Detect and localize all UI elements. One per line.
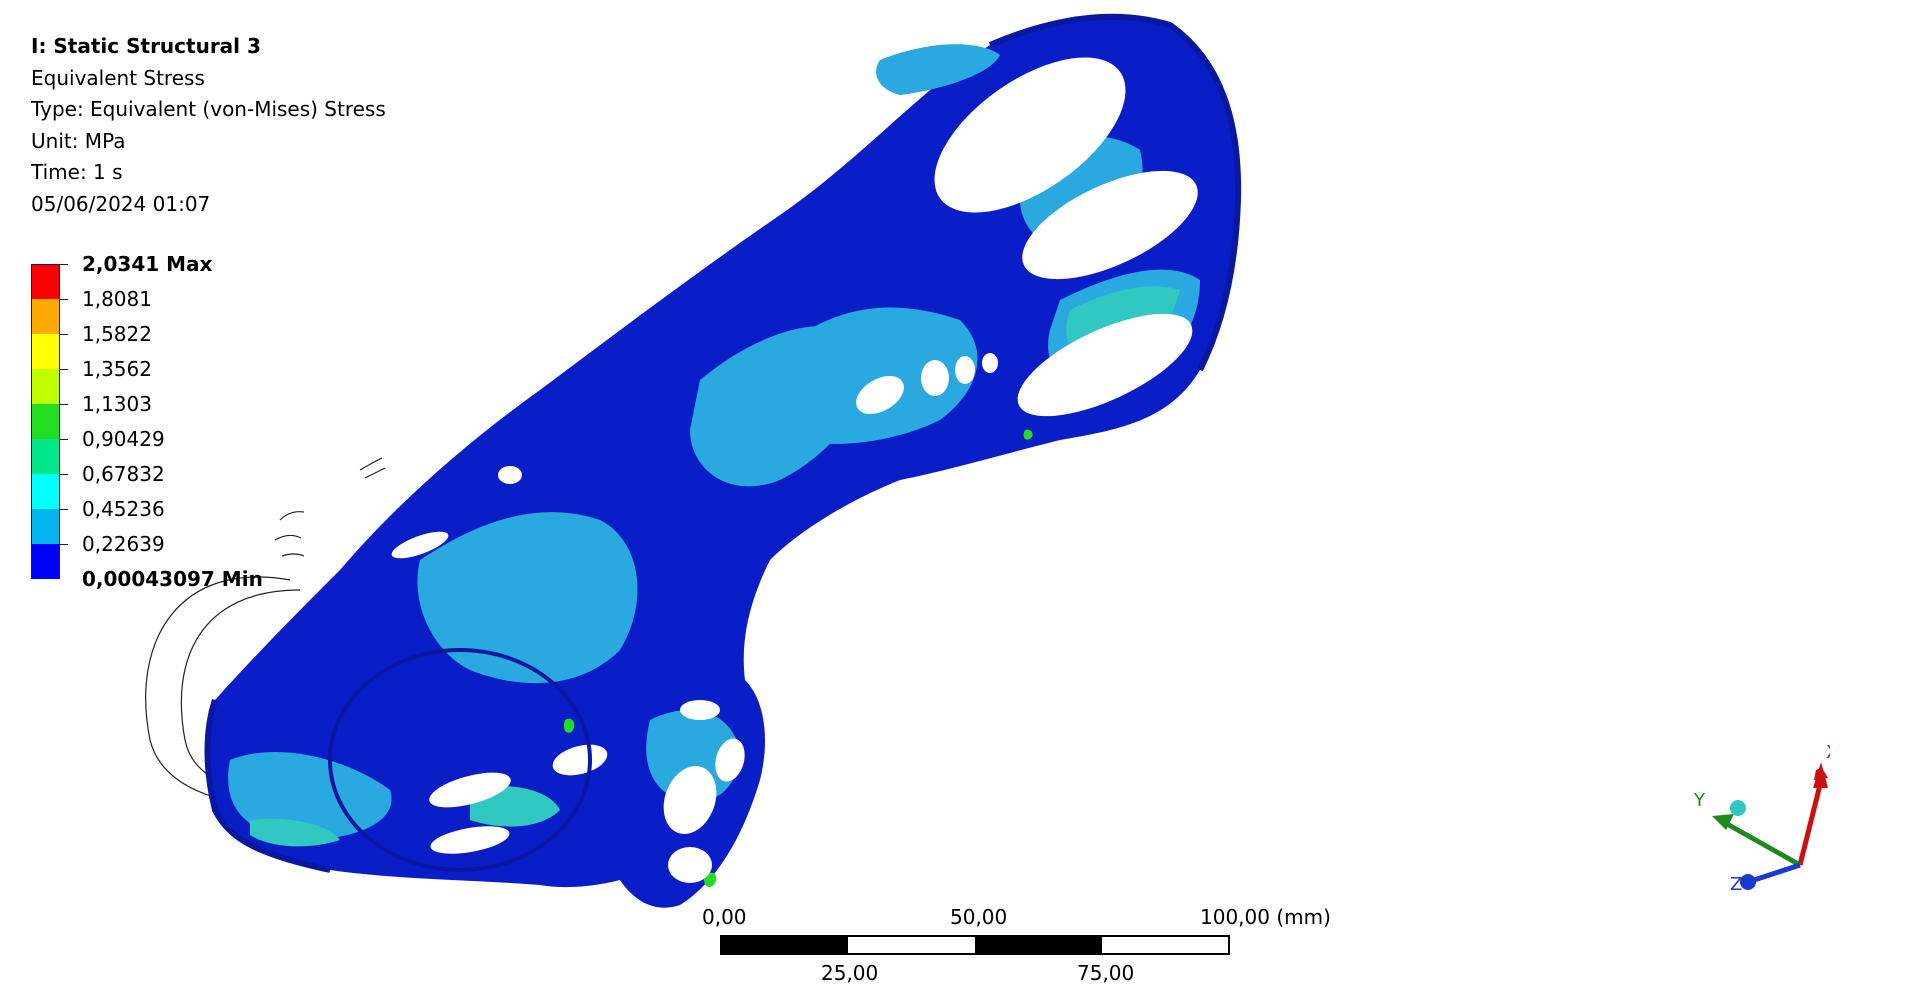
result-date: 05/06/2024 01:07 [31, 191, 211, 216]
legend-label: 0,22639 [82, 532, 165, 556]
scale-seg-4 [1102, 937, 1228, 953]
x-axis-line [1797, 784, 1823, 866]
legend-tick [60, 544, 68, 545]
z-axis-label: Z [1730, 874, 1742, 895]
y-axis-label: Y [1693, 790, 1706, 811]
lattice-openings [391, 57, 1198, 883]
legend-swatch[interactable] [31, 509, 60, 544]
legend-tick [60, 404, 68, 405]
legend-swatch[interactable] [31, 264, 60, 299]
scale-seg-2 [848, 937, 975, 953]
legend-label: 0,45236 [82, 497, 165, 521]
scale-seg-1 [722, 937, 848, 953]
legend-label: 1,1303 [82, 392, 152, 416]
y-axis-arrowhead [1712, 814, 1734, 830]
x-axis-arrowhead [1813, 762, 1828, 788]
legend-tick [60, 474, 68, 475]
scale-label-100: 100,00 (mm) [1200, 905, 1331, 929]
result-time: Time: 1 s [31, 160, 123, 184]
legend-label: 1,5822 [82, 322, 152, 346]
legend-tick [60, 439, 68, 440]
y-axis-line [1718, 817, 1802, 868]
result-type: Type: Equivalent (von-Mises) Stress [31, 97, 386, 121]
legend-swatch[interactable] [31, 404, 60, 439]
legend-label: 0,67832 [82, 462, 165, 486]
legend-min-label: 0,00043097 Min [82, 567, 263, 591]
legend-max-label: 2,0341 Max [82, 252, 213, 276]
result-name: Equivalent Stress [31, 65, 205, 90]
legend-tick [60, 509, 68, 510]
result-unit: Unit: MPa [31, 128, 126, 153]
legend-label: 0,90429 [82, 427, 165, 451]
z-axis-origin [1740, 874, 1756, 890]
legend-tick [60, 299, 68, 300]
scale-label-25: 25,00 [821, 961, 879, 985]
model-rims [204, 13, 1242, 873]
z-axis-line [1747, 862, 1801, 885]
x-axis-label: X [1826, 742, 1830, 763]
legend-swatch[interactable] [31, 474, 60, 509]
legend-swatch[interactable] [31, 299, 60, 334]
scale-bar [720, 935, 1230, 955]
scale-label-0: 0,00 [702, 905, 747, 929]
legend-swatch[interactable] [31, 544, 60, 579]
legend-tick [60, 369, 68, 370]
result-info: I: Static Structural 3 Equivalent Stress… [31, 31, 386, 220]
legend-tick [60, 334, 68, 335]
scale-label-75: 75,00 [1077, 961, 1135, 985]
legend-tick [60, 264, 68, 265]
analysis-title: I: Static Structural 3 [31, 34, 261, 58]
axis-triad[interactable]: X Y Z [1680, 720, 1830, 900]
legend-label: 1,3562 [82, 357, 152, 381]
legend-swatch[interactable] [31, 439, 60, 474]
scale-label-50: 50,00 [950, 905, 1008, 929]
legend-swatch[interactable] [31, 334, 60, 369]
scale-seg-3 [975, 937, 1102, 953]
legend-label: 1,8081 [82, 287, 152, 311]
view-origin-sphere [1730, 800, 1746, 816]
legend-swatch[interactable] [31, 369, 60, 404]
